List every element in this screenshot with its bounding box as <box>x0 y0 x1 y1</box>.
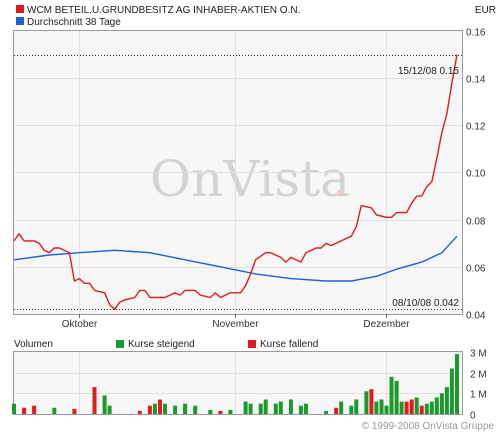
volume-bar-rising <box>324 410 329 414</box>
volume-title: Volumen <box>14 339 53 350</box>
volume-bar-falling <box>409 399 414 414</box>
volume-bar-rising <box>384 405 389 414</box>
volume-bar-rising <box>163 403 167 414</box>
volume-bar-falling <box>369 389 374 414</box>
price-y-tick-label: 0.04 <box>466 311 486 322</box>
volume-bar-rising <box>444 387 449 414</box>
volume-bar-rising <box>12 403 16 414</box>
volume-bar-rising <box>278 401 283 414</box>
volume-bar-falling <box>72 408 77 414</box>
volume-bar-falling <box>22 407 27 414</box>
onvista-watermark: OnVista <box>150 150 350 208</box>
volume-bar-rising <box>414 397 419 414</box>
price-y-tick-label: 0.10 <box>466 169 486 180</box>
volume-y-tick-label: 0 <box>470 411 476 422</box>
volume-bar-rising <box>107 405 112 414</box>
month-tick-label: Dezember <box>363 319 410 330</box>
volume-bar-rising <box>389 376 394 414</box>
falling-legend-swatch <box>248 340 256 348</box>
volume-bar-rising <box>152 403 157 414</box>
volume-bar-rising <box>399 401 404 414</box>
volume-bar-rising <box>455 354 459 414</box>
volume-bar-rising <box>354 399 359 414</box>
volume-bar-rising <box>394 380 399 414</box>
price-y-tick-label: 0.16 <box>466 28 486 39</box>
rising-legend-label: Kurse steigend <box>128 339 195 350</box>
low-annotation: 08/10/08 0.042 <box>392 298 459 309</box>
average-legend-label: Durchschnitt 38 Tage <box>27 17 121 28</box>
volume-bar-rising <box>273 403 278 414</box>
month-tick-label: Oktober <box>62 319 98 330</box>
price-y-tick-label: 0.08 <box>466 217 486 228</box>
instrument-title: WCM BETEIL.U.GRUNDBESITZ AG INHABER-AKTI… <box>27 5 300 16</box>
volume-bar-rising <box>429 401 434 414</box>
currency-label: EUR <box>475 5 496 16</box>
volume-bar-falling <box>419 405 424 414</box>
volume-bar-rising <box>102 395 107 414</box>
volume-bar-falling <box>32 405 37 414</box>
volume-bar-rising <box>374 401 379 414</box>
volume-bar-rising <box>243 401 248 414</box>
volume-bar-rising <box>434 397 439 414</box>
volume-bar-falling <box>137 410 142 414</box>
volume-bar-rising <box>349 405 354 414</box>
volume-bar-falling <box>334 407 339 414</box>
falling-legend-label: Kurse fallend <box>260 339 318 350</box>
high-annotation: 15/12/08 0.15 <box>398 66 460 77</box>
volume-bar-falling <box>404 401 409 414</box>
volume-bar-falling <box>218 410 223 414</box>
volume-bar-rising <box>439 393 444 414</box>
volume-bar-rising <box>193 405 198 414</box>
volume-bar-falling <box>147 405 152 414</box>
price-y-tick-label: 0.12 <box>466 122 486 133</box>
price-y-tick-label: 0.06 <box>466 264 486 275</box>
copyright-notice: © 1999-2008 OnVista Gruppe <box>362 421 495 432</box>
average-series-line <box>13 235 458 282</box>
volume-bar-rising <box>288 399 293 414</box>
month-tick-label: November <box>212 319 259 330</box>
volume-y-tick-label: 1 M <box>470 390 487 401</box>
volume-y-tick-label: 2 M <box>470 370 487 381</box>
volume-bar-rising <box>304 403 308 414</box>
volume-bar-rising <box>173 405 178 414</box>
volume-bar-rising <box>379 399 384 414</box>
volume-bar-falling <box>92 387 97 414</box>
volume-bar-rising <box>52 407 57 414</box>
price-legend-swatch <box>16 5 24 13</box>
average-legend-swatch <box>16 17 24 25</box>
volume-bar-rising <box>258 403 263 414</box>
volume-bar-rising <box>449 368 454 414</box>
volume-bar-rising <box>263 399 268 414</box>
volume-bar-rising <box>248 403 253 414</box>
volume-bar-rising <box>208 409 213 414</box>
onvista-watermark-dot: . <box>332 150 348 208</box>
rising-legend-swatch <box>116 340 124 348</box>
volume-bar-rising <box>339 401 344 414</box>
volume-bar-rising <box>298 405 303 414</box>
volume-bar-rising <box>424 403 429 414</box>
volume-bar-rising <box>183 403 188 414</box>
volume-panel-frame <box>13 351 463 415</box>
price-y-tick-label: 0.14 <box>466 75 486 86</box>
price-series-line <box>13 54 458 310</box>
volume-bar-falling <box>158 399 162 414</box>
volume-bar-rising <box>228 409 233 414</box>
volume-bar-rising <box>364 391 369 414</box>
volume-y-tick-label: 3 M <box>470 349 487 360</box>
